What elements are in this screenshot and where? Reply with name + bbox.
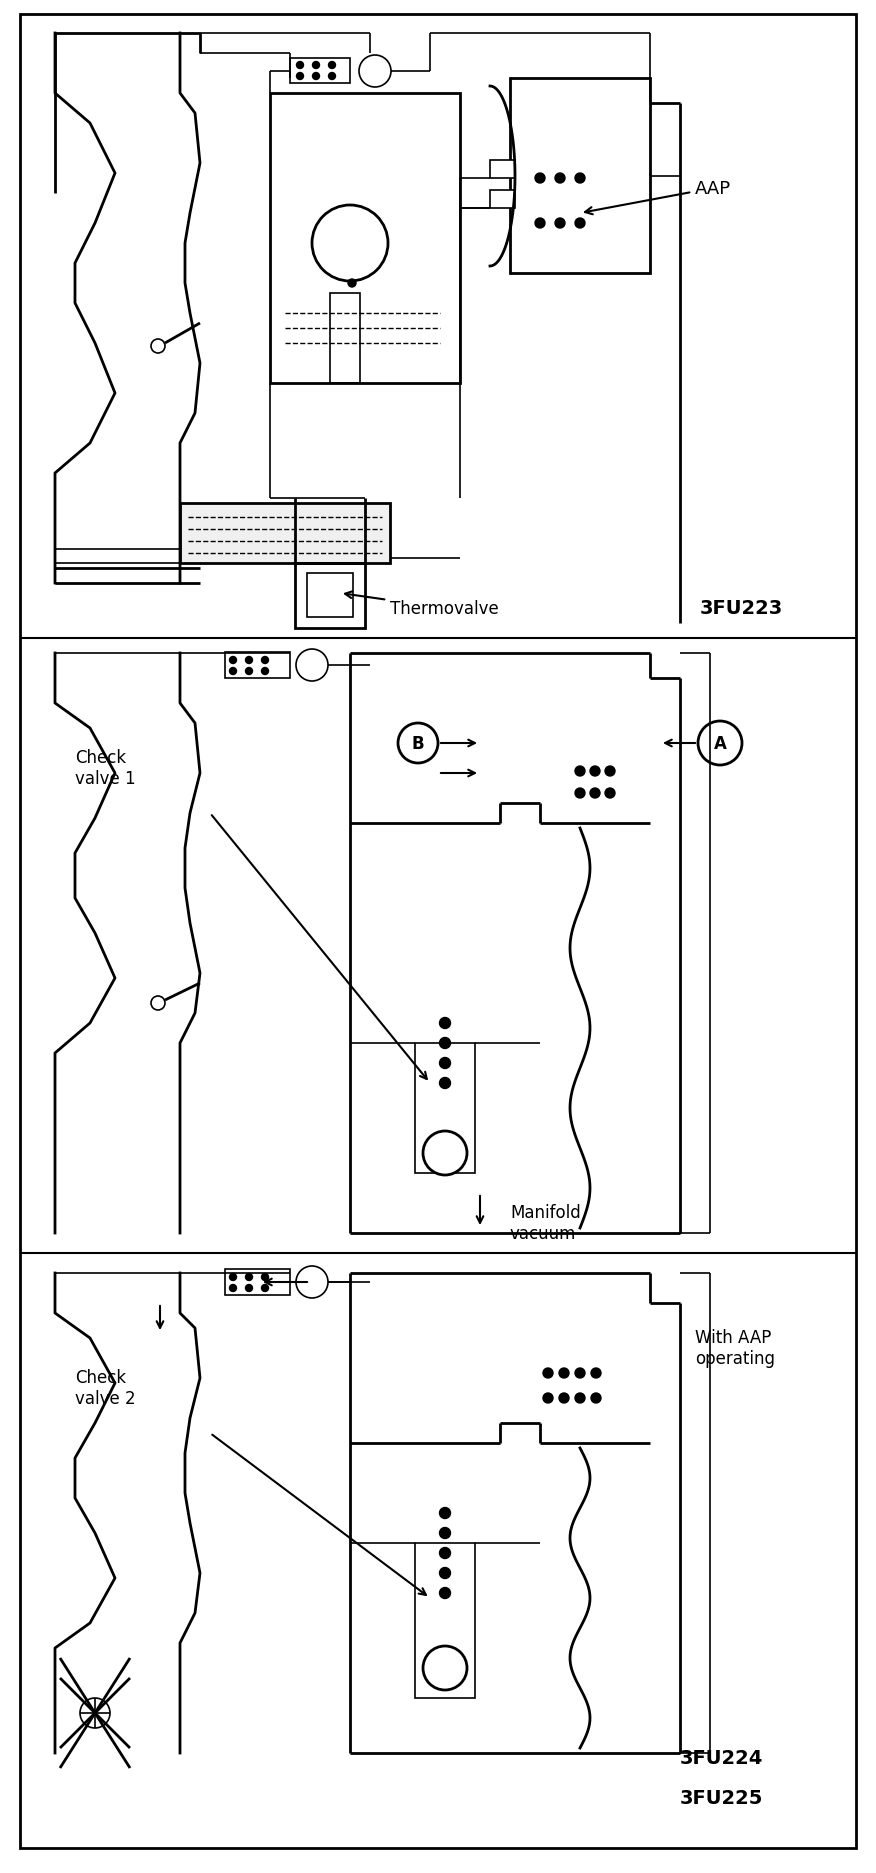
Bar xyxy=(490,161,515,180)
Circle shape xyxy=(313,62,320,69)
Circle shape xyxy=(313,73,320,81)
Circle shape xyxy=(440,1017,450,1028)
Circle shape xyxy=(151,339,165,354)
Circle shape xyxy=(262,657,269,665)
Circle shape xyxy=(543,1394,553,1403)
Bar xyxy=(295,564,365,629)
Circle shape xyxy=(440,1547,450,1558)
Circle shape xyxy=(575,1394,585,1403)
Circle shape xyxy=(605,789,615,798)
Circle shape xyxy=(230,1274,237,1281)
Circle shape xyxy=(543,1369,553,1379)
Circle shape xyxy=(575,219,585,229)
Bar xyxy=(180,504,390,564)
Circle shape xyxy=(575,1369,585,1379)
Circle shape xyxy=(698,721,742,766)
Circle shape xyxy=(440,1528,450,1540)
Circle shape xyxy=(328,73,336,81)
Text: A: A xyxy=(714,734,726,753)
Text: Check
valve 1: Check valve 1 xyxy=(75,749,136,787)
Text: 3FU223: 3FU223 xyxy=(700,599,783,618)
Bar xyxy=(330,294,360,384)
Circle shape xyxy=(535,174,545,184)
Circle shape xyxy=(440,1588,450,1600)
Circle shape xyxy=(440,1568,450,1579)
Circle shape xyxy=(555,219,565,229)
Text: Thermovalve: Thermovalve xyxy=(345,592,498,618)
Circle shape xyxy=(262,1274,269,1281)
Circle shape xyxy=(296,73,303,81)
Circle shape xyxy=(440,1079,450,1088)
Text: B: B xyxy=(412,734,424,753)
Circle shape xyxy=(575,174,585,184)
Text: Manifold
vacuum: Manifold vacuum xyxy=(510,1202,581,1242)
Circle shape xyxy=(590,766,600,777)
Bar xyxy=(225,652,290,678)
Circle shape xyxy=(245,1285,252,1292)
Circle shape xyxy=(575,766,585,777)
Circle shape xyxy=(328,62,336,69)
Circle shape xyxy=(262,669,269,674)
Circle shape xyxy=(230,669,237,674)
Circle shape xyxy=(559,1369,569,1379)
Bar xyxy=(290,58,350,84)
Circle shape xyxy=(359,56,391,88)
Text: AAP: AAP xyxy=(585,180,731,215)
Text: 3FU225: 3FU225 xyxy=(680,1789,763,1807)
Circle shape xyxy=(245,1274,252,1281)
Circle shape xyxy=(591,1369,601,1379)
Circle shape xyxy=(555,174,565,184)
Circle shape xyxy=(591,1394,601,1403)
Circle shape xyxy=(440,1038,450,1049)
Text: Check
valve 2: Check valve 2 xyxy=(75,1369,136,1407)
Bar xyxy=(415,1043,475,1172)
Text: With AAP
operating: With AAP operating xyxy=(695,1328,775,1367)
Circle shape xyxy=(245,669,252,674)
Circle shape xyxy=(296,1266,328,1298)
Bar xyxy=(307,573,353,618)
Circle shape xyxy=(245,657,252,665)
Bar xyxy=(270,94,460,384)
Circle shape xyxy=(605,766,615,777)
Circle shape xyxy=(312,206,388,281)
Circle shape xyxy=(230,657,237,665)
Circle shape xyxy=(575,789,585,798)
Circle shape xyxy=(398,723,438,764)
Circle shape xyxy=(559,1394,569,1403)
Circle shape xyxy=(296,62,303,69)
Circle shape xyxy=(590,789,600,798)
Text: 3FU224: 3FU224 xyxy=(680,1748,763,1766)
Bar xyxy=(225,1270,290,1296)
Circle shape xyxy=(535,219,545,229)
Circle shape xyxy=(151,996,165,1010)
Bar xyxy=(490,191,515,210)
Circle shape xyxy=(423,1131,467,1176)
Circle shape xyxy=(262,1285,269,1292)
Circle shape xyxy=(440,1058,450,1069)
Circle shape xyxy=(230,1285,237,1292)
Circle shape xyxy=(348,279,356,288)
Bar xyxy=(415,1543,475,1699)
Bar xyxy=(510,79,650,273)
Circle shape xyxy=(423,1646,467,1689)
Circle shape xyxy=(440,1508,450,1519)
Circle shape xyxy=(296,650,328,682)
